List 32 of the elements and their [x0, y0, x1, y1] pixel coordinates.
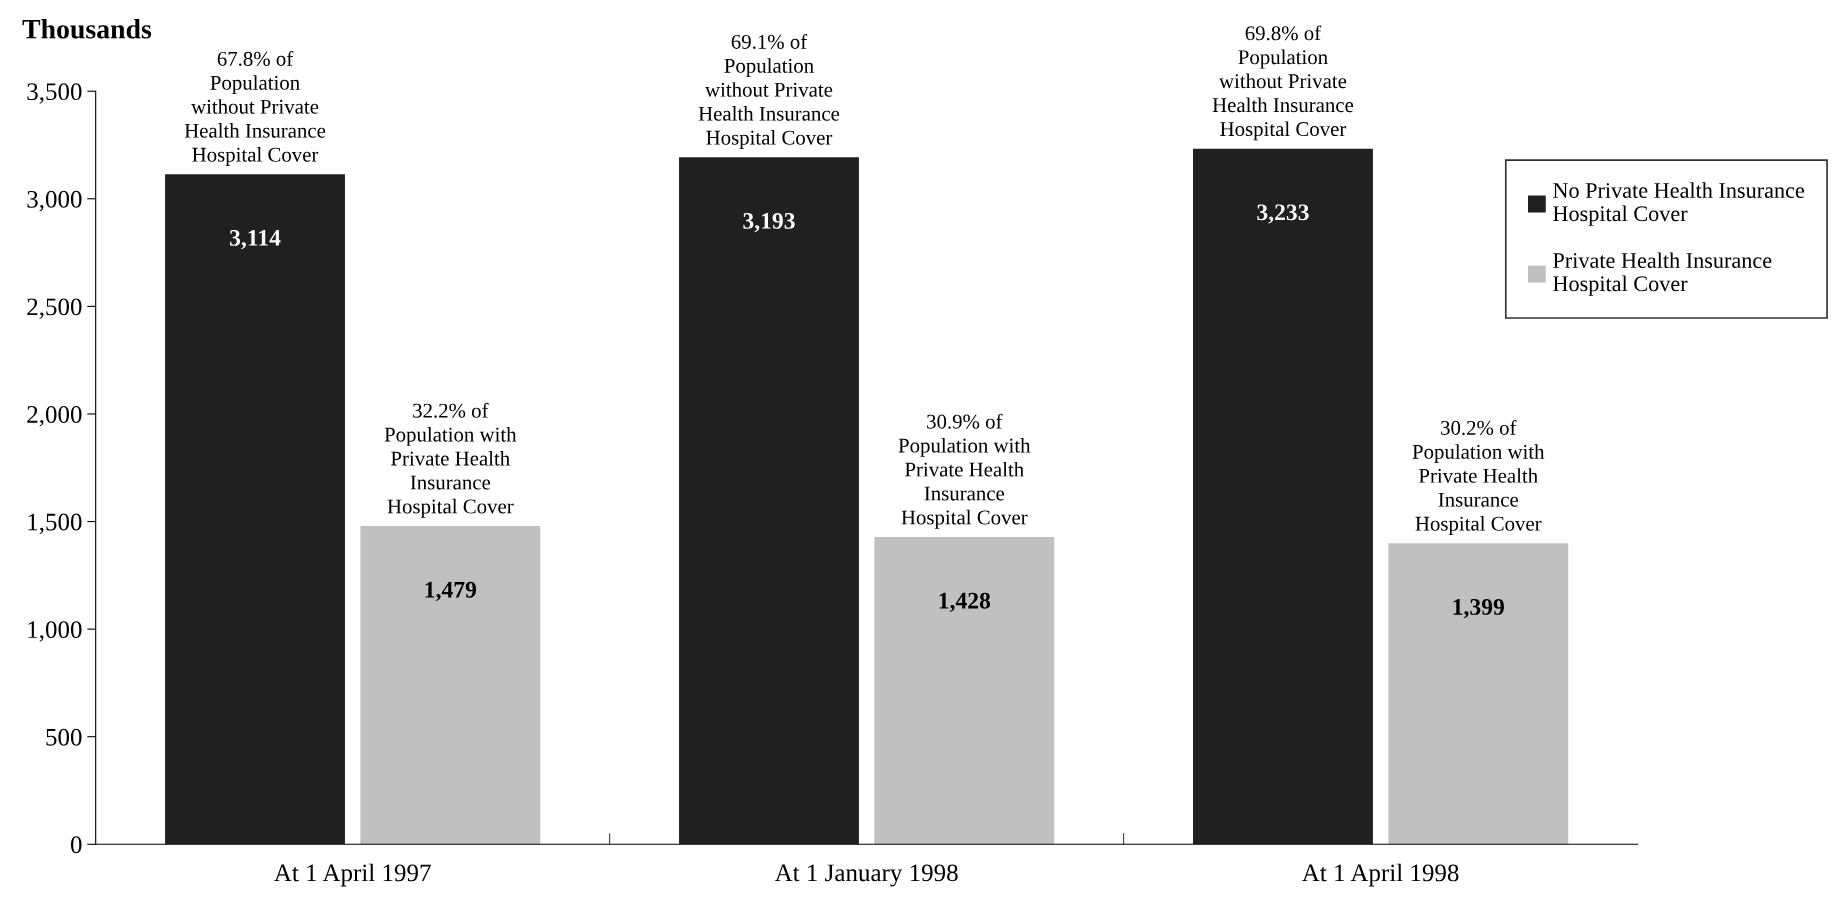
y-tick-label: 1,500: [28, 513, 82, 535]
x-tick-label: At 1 April 1997: [274, 863, 431, 887]
bar: [874, 537, 1055, 845]
legend-label: No Private Health Insurance Hospital Cover: [1553, 182, 1805, 226]
x-tick-label: At 1 January 1998: [774, 864, 958, 887]
data-label: 1,428: [939, 592, 991, 613]
y-axis-title: Thousands: [22, 19, 152, 39]
data-label: 3,114: [229, 229, 281, 250]
bar: [1193, 148, 1373, 845]
y-tick-label: 3,000: [27, 190, 82, 212]
annotation: 67.8% of Population without Private Health Insurance Hospital Cover: [184, 51, 326, 166]
data-label: 3,233: [1257, 204, 1309, 224]
y-tick-label: 2,000: [27, 406, 82, 427]
annotation: 30.2% of Population with Private Health Insurance Hospital Cover: [1412, 420, 1545, 535]
data-label: 3,193: [743, 212, 795, 233]
y-tick-label: 2,500: [27, 298, 82, 319]
y-tick-label: 500: [46, 728, 82, 746]
bar: [1388, 543, 1569, 845]
data-label: 1,479: [425, 581, 477, 602]
annotation: 69.1% of Population without Private Health Insurance Hospital Cover: [698, 34, 840, 149]
annotation: 32.2% of Population with Private Health Insurance Hospital Cover: [384, 402, 517, 518]
bar: [679, 157, 859, 845]
data-label: 1,399: [1453, 599, 1504, 619]
annotation: 30.9% of Population with Private Health Insurance Hospital Cover: [898, 413, 1031, 529]
bar: [360, 526, 541, 845]
y-tick-label: 1,000: [28, 621, 82, 642]
y-tick-label: 3,500: [27, 83, 82, 104]
legend-label: Private Health Insurance Hospital Cover: [1553, 252, 1772, 296]
annotation: 69.8% of Population without Private Health Insurance Hospital Cover: [1212, 25, 1354, 141]
y-tick-label: 0: [70, 836, 82, 854]
bar: [165, 174, 345, 845]
x-tick-label: At 1 April 1998: [1302, 863, 1459, 887]
